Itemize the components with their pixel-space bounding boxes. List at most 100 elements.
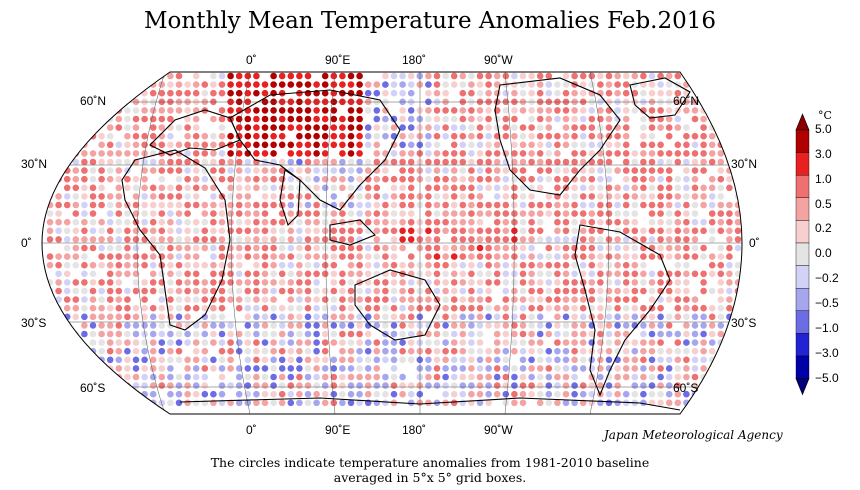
anomaly-dot (442, 184, 449, 192)
anomaly-dot (425, 373, 432, 381)
anomaly-dot (657, 296, 664, 303)
anomaly-dot (407, 287, 415, 295)
anomaly-dot (468, 124, 475, 131)
anomaly-dot (210, 304, 217, 312)
anomaly-dot (390, 244, 398, 252)
anomaly-dot (614, 72, 621, 80)
legend-tick-label: 1.0 (815, 171, 832, 186)
anomaly-dot (167, 330, 174, 338)
anomaly-dot (648, 330, 656, 338)
anomaly-dot (132, 193, 140, 200)
anomaly-dot (98, 236, 105, 243)
anomaly-dot (287, 158, 295, 166)
anomaly-dot (631, 356, 639, 364)
anomaly-dot (287, 356, 295, 364)
anomaly-dot (493, 270, 501, 278)
anomaly-dot (124, 115, 131, 123)
anomaly-dot (390, 347, 398, 355)
anomaly-dot (339, 253, 346, 260)
anomaly-dot (691, 167, 699, 174)
anomaly-dot (244, 365, 252, 372)
anomaly-dot (648, 158, 656, 166)
anomaly-dot (175, 287, 183, 295)
legend-swatch (795, 355, 810, 379)
anomaly-dot (270, 304, 277, 312)
anomaly-dot (192, 218, 200, 226)
anomaly-dot (511, 322, 518, 329)
anomaly-dot (55, 261, 62, 269)
anomaly-dot (631, 184, 639, 192)
anomaly-dot (158, 141, 166, 149)
anomaly-dot (304, 89, 312, 97)
anomaly-dot (270, 107, 277, 114)
anomaly-dot (579, 304, 587, 312)
anomaly-dot (158, 107, 166, 114)
anomaly-dot (347, 382, 355, 389)
anomaly-dot (485, 390, 492, 398)
anomaly-dot (648, 210, 656, 217)
anomaly-dot (321, 399, 329, 407)
anomaly-dot (485, 373, 492, 381)
anomaly-dot (373, 347, 381, 355)
anomaly-dot (476, 373, 484, 381)
anomaly-dot (528, 141, 535, 149)
anomaly-dot (734, 330, 742, 338)
anomaly-dot (382, 107, 389, 114)
anomaly-dot (287, 124, 295, 131)
anomaly-dot (124, 141, 131, 149)
anomaly-dot (597, 287, 604, 295)
anomaly-dot (63, 244, 71, 252)
anomaly-dot (476, 193, 484, 200)
anomaly-dot (321, 244, 329, 252)
anomaly-dot (373, 115, 381, 123)
anomaly-dot (614, 304, 621, 312)
anomaly-dot (691, 158, 699, 166)
anomaly-dot (536, 141, 544, 149)
coastline (629, 77, 691, 119)
anomaly-dot (407, 279, 415, 286)
anomaly-dot (683, 244, 690, 252)
anomaly-dot (210, 270, 217, 278)
anomaly-dot (425, 89, 432, 97)
anomaly-dot (442, 313, 449, 321)
anomaly-dot (244, 270, 252, 278)
anomaly-dot (442, 89, 449, 97)
anomaly-dot (347, 347, 355, 355)
anomaly-dot (726, 132, 733, 140)
anomaly-dot (321, 253, 329, 260)
anomaly-dot (55, 365, 62, 372)
anomaly-dot (579, 390, 587, 398)
anomaly-dot (235, 175, 243, 183)
anomaly-dot (55, 390, 62, 398)
anomaly-dot (149, 132, 157, 140)
anomaly-dot (347, 253, 355, 260)
anomaly-dot (244, 313, 252, 321)
anomaly-dot (597, 158, 604, 166)
anomaly-dot (468, 261, 475, 269)
anomaly-dot (433, 107, 441, 114)
anomaly-dot (442, 150, 449, 157)
anomaly-dot (476, 218, 484, 226)
legend-swatch (795, 197, 810, 221)
anomaly-dot (648, 365, 656, 372)
anomaly-dot (347, 304, 355, 312)
anomaly-dot (278, 313, 286, 321)
anomaly-dot (347, 279, 355, 286)
anomaly-dot (648, 279, 656, 286)
anomaly-dot (167, 81, 174, 88)
anomaly-dot (726, 236, 733, 243)
anomaly-dot (46, 399, 54, 407)
anomaly-dot (244, 81, 252, 88)
anomaly-dot (184, 296, 191, 303)
anomaly-dot (98, 373, 105, 381)
anomaly-dot (407, 89, 415, 97)
anomaly-dot (218, 382, 226, 389)
anomaly-dot (579, 210, 587, 217)
anomaly-dot (115, 356, 123, 364)
anomaly-dot (278, 287, 286, 295)
anomaly-dot (210, 132, 217, 140)
legend-unit: °C (818, 109, 832, 122)
anomaly-dot (141, 218, 148, 226)
anomaly-dot (708, 339, 716, 346)
anomaly-dot (588, 382, 596, 389)
